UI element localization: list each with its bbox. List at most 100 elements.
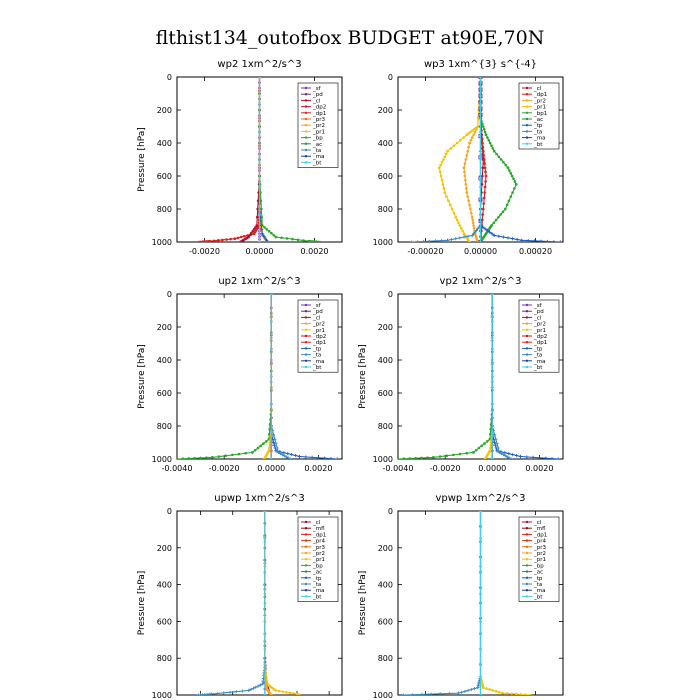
legend-marker [525, 595, 529, 598]
data-point [466, 234, 470, 238]
data-point [443, 191, 447, 194]
data-point [445, 195, 448, 198]
data-point [487, 138, 491, 142]
data-point [488, 688, 491, 691]
data-point [508, 169, 511, 172]
legend-label: _dp1 [533, 532, 547, 538]
legend-marker [304, 365, 308, 369]
data-point [490, 294, 494, 296]
data-point [252, 232, 256, 236]
legend-marker [525, 570, 529, 573]
data-point [470, 233, 474, 237]
data-point [297, 693, 301, 695]
legend-marker [304, 99, 308, 102]
data-point [485, 440, 489, 443]
legend-label: _cl [312, 315, 321, 321]
legend-marker [525, 328, 529, 331]
y-tick-label: 0 [167, 507, 172, 516]
data-point [255, 224, 259, 227]
data-point [476, 227, 480, 231]
panel-title: wp3 1xm^{3} s^{-4} [424, 59, 537, 70]
y-tick-label: 600 [378, 172, 393, 181]
data-point [429, 692, 433, 695]
panel-up2: up2 1xm^2/s^3 0 200 400 600 800 1000-0.0040 -0.… [137, 276, 343, 473]
data-point [432, 456, 435, 459]
legend-marker [525, 316, 529, 319]
y-tick-label: 800 [157, 654, 172, 663]
figure-title: flthist134_outofbox BUDGET at90E,70N [156, 27, 545, 49]
data-point [486, 136, 489, 139]
data-point [499, 158, 503, 161]
data-point [468, 203, 471, 207]
data-point [259, 199, 263, 203]
data-point [479, 693, 482, 695]
legend: _sf_pd_cl_dp2_dp1_pr3_pr2_pr1_bp_ac_ta_m… [297, 82, 339, 168]
panel-title: vp2 1xm^2/s^3 [440, 276, 522, 287]
legend-label: _pd [312, 92, 323, 98]
data-point [258, 683, 262, 687]
data-point [263, 511, 267, 513]
series-group [196, 511, 301, 695]
panel-title: upwp 1xm^2/s^3 [214, 493, 304, 504]
y-tick-label: 800 [157, 205, 172, 214]
legend-label: _cl [312, 520, 321, 526]
legend-label: _pr4 [533, 539, 547, 545]
data-point [511, 453, 515, 457]
data-point [466, 195, 469, 198]
data-point [477, 682, 481, 686]
data-point [258, 130, 261, 134]
data-point [489, 446, 492, 450]
data-point [269, 430, 273, 433]
data-point [282, 454, 286, 458]
data-point [488, 230, 492, 234]
legend-label: _ac [533, 570, 543, 576]
y-tick-label: 0 [167, 73, 172, 82]
y-tick-label: 200 [157, 106, 172, 115]
data-point [461, 229, 464, 233]
data-point [275, 446, 279, 450]
legend-label: _pr4 [312, 539, 326, 545]
y-axis-label: Pressure [hPa] [137, 571, 147, 636]
data-point [479, 130, 482, 134]
legend-label: _ma [533, 136, 545, 142]
data-point [263, 693, 267, 695]
legend-label: _ta [533, 129, 542, 135]
plot-frame [397, 293, 564, 460]
data-point [401, 693, 406, 695]
data-point [472, 226, 476, 230]
data-point [222, 691, 226, 695]
legend-marker [304, 589, 308, 592]
panel-title: wp2 1xm^2/s^3 [217, 59, 301, 70]
y-axis-label: Pressure [hPa] [358, 344, 368, 409]
data-point [509, 195, 513, 198]
data-point [291, 237, 294, 241]
legend-label: _sf [533, 303, 543, 309]
series-group [398, 294, 560, 459]
data-point [482, 154, 486, 157]
data-point [472, 224, 475, 227]
data-point [410, 240, 414, 242]
data-point [525, 455, 529, 459]
data-point [464, 182, 468, 186]
data-point [277, 689, 281, 693]
legend-label: _dp2 [312, 105, 326, 111]
data-point [274, 235, 278, 239]
data-point [452, 211, 456, 215]
data-point [507, 456, 511, 459]
y-tick-label: 400 [378, 139, 393, 148]
data-point [256, 446, 260, 450]
data-point [212, 239, 216, 242]
data-point [512, 177, 515, 181]
data-point [269, 457, 273, 459]
data-point [254, 226, 257, 229]
data-point [240, 689, 245, 693]
legend-marker [304, 582, 308, 586]
legend-label: _pr3 [533, 545, 547, 551]
data-point [481, 125, 485, 128]
legend-label: _cl [533, 520, 542, 526]
y-tick-label: 0 [388, 73, 393, 82]
data-point [479, 571, 482, 574]
data-point [264, 683, 268, 687]
data-point [482, 158, 486, 161]
data-point [260, 207, 263, 211]
